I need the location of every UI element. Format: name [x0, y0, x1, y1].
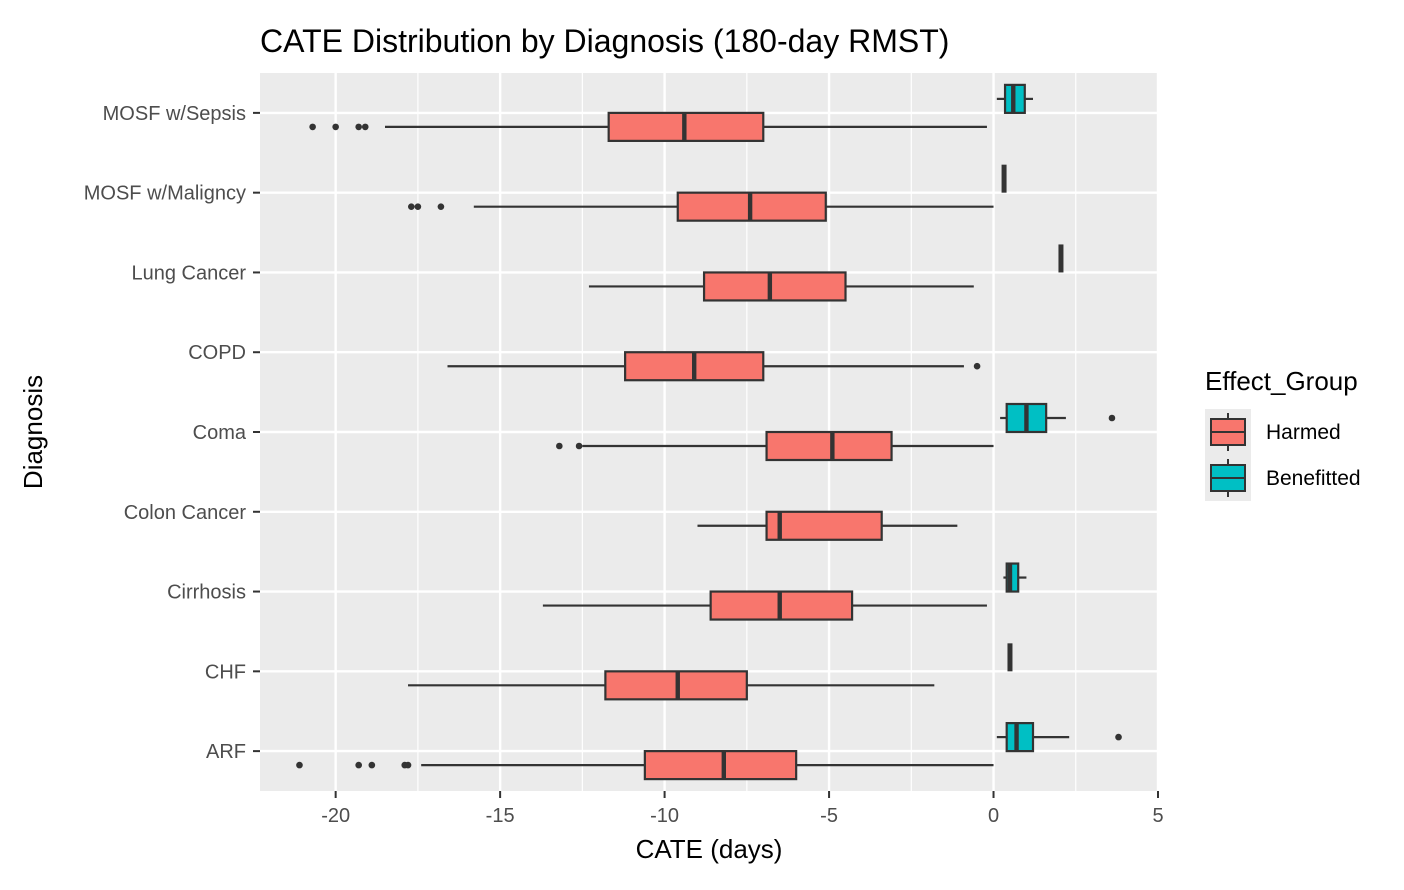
- y-tick-label: Cirrhosis: [167, 582, 246, 604]
- box-rect-benefitted-cirrhosis: [1005, 562, 1020, 593]
- box-harmed-mosf-w-sepsis: [309, 111, 987, 142]
- y-tick-label: MOSF w/Maligncy: [84, 183, 246, 205]
- box-harmed-arf: [296, 750, 994, 781]
- box-harmed-copd: [447, 351, 981, 382]
- outlier-harmed-coma: [556, 442, 563, 450]
- outlier-harmed-arf: [355, 761, 362, 769]
- outlier-harmed-arf: [296, 761, 303, 769]
- box-layer: [296, 83, 1122, 781]
- x-tick-label: -10: [650, 805, 679, 827]
- legend-entry-benefitted: Benefitted: [1205, 455, 1361, 501]
- legend: Effect_Group Harmed Benefitted: [1205, 366, 1361, 501]
- y-tick-label: Colon Cancer: [124, 502, 247, 524]
- legend-label: Benefitted: [1266, 467, 1361, 490]
- outlier-harmed-mosf-w-sepsis: [361, 123, 369, 131]
- box-rect-harmed-arf: [643, 750, 798, 781]
- x-tick-label: 0: [988, 805, 999, 827]
- box-harmed-coma: [556, 430, 994, 462]
- y-tick-label: MOSF w/Sepsis: [103, 103, 246, 125]
- box-rect-benefitted-arf: [1005, 722, 1035, 753]
- x-axis-title: CATE (days): [636, 834, 783, 864]
- outlier-benefitted-arf: [1115, 733, 1122, 741]
- box-harmed-mosf-w-malignancy: [408, 191, 994, 222]
- box-harmed-lung-cancer: [588, 271, 974, 302]
- y-axis-title: Diagnosis: [18, 375, 48, 489]
- y-tick-label: CHF: [205, 661, 246, 683]
- outlier-harmed-coma: [575, 442, 583, 450]
- outlier-harmed-mosf-w-malignancy: [414, 203, 422, 210]
- box-benefitted-coma: [1000, 402, 1116, 434]
- outlier-harmed-arf: [368, 761, 376, 769]
- outlier-harmed-mosf-w-malignancy: [408, 203, 415, 210]
- y-tick-label: Lung Cancer: [131, 262, 246, 284]
- outlier-harmed-mosf-w-sepsis: [355, 123, 362, 131]
- box-harmed-cirrhosis: [542, 590, 987, 621]
- box-harmed-colon-cancer: [697, 510, 958, 541]
- x-tick-label: -15: [486, 805, 515, 827]
- box-benefitted-mosf-w-sepsis: [996, 83, 1034, 114]
- legend-title: Effect_Group: [1205, 366, 1358, 396]
- legend-label: Harmed: [1266, 421, 1341, 444]
- y-axis: MOSF w/Sepsis MOSF w/Maligncy Lung Cancer C…: [84, 103, 260, 763]
- outlier-harmed-mosf-w-sepsis: [332, 123, 339, 131]
- outlier-harmed-mosf-w-sepsis: [309, 123, 316, 131]
- box-benefitted-cirrhosis: [1003, 562, 1027, 593]
- box-rect-harmed-coma: [765, 430, 893, 462]
- outlier-harmed-copd: [973, 362, 981, 370]
- legend-entry-harmed: Harmed: [1205, 409, 1341, 455]
- box-benefitted-arf: [996, 722, 1122, 753]
- y-tick-label: COPD: [188, 342, 246, 364]
- outlier-harmed-mosf-w-malignancy: [437, 203, 445, 210]
- x-axis: -20 -15 -10 -5 0 5: [321, 791, 1164, 827]
- x-tick-label: 5: [1152, 805, 1163, 827]
- box-harmed-chf: [408, 670, 935, 701]
- box-rect-harmed-lung-cancer: [702, 271, 847, 302]
- outlier-benefitted-coma: [1108, 414, 1116, 422]
- y-tick-label: Coma: [193, 422, 247, 444]
- box-rect-harmed-colon-cancer: [765, 510, 883, 541]
- y-tick-label: ARF: [206, 741, 246, 763]
- x-tick-label: -5: [820, 805, 838, 827]
- chart-title: CATE Distribution by Diagnosis (180-day …: [260, 23, 949, 59]
- outlier-harmed-arf: [404, 761, 412, 769]
- x-tick-label: -20: [321, 805, 350, 827]
